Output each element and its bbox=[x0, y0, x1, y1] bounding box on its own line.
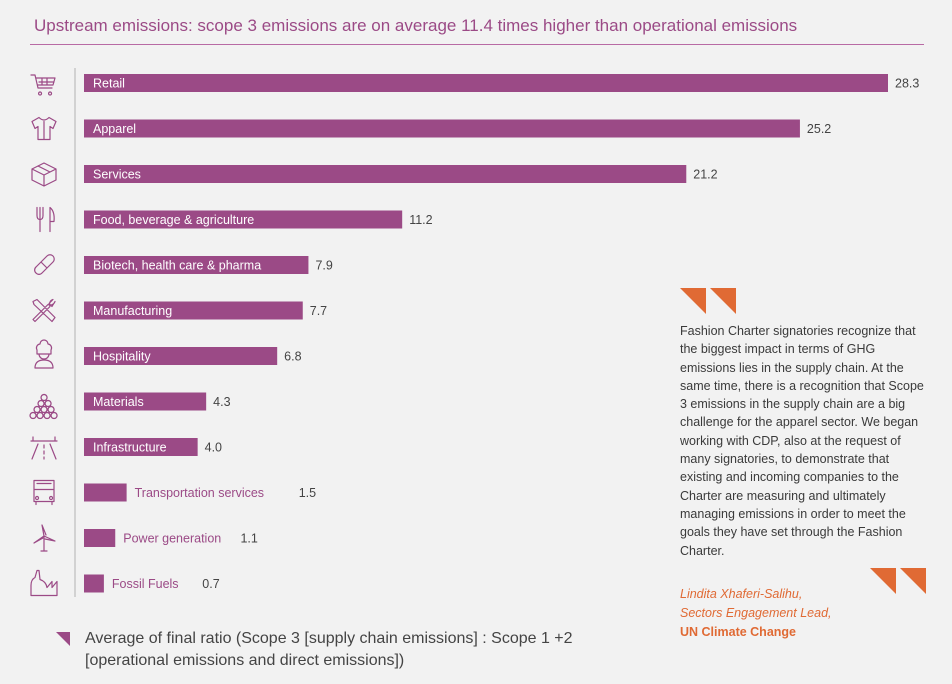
quote-attribution: Lindita Xhaferi-Salihu, Sectors Engageme… bbox=[680, 585, 832, 642]
value-label: 7.9 bbox=[315, 259, 332, 273]
value-label: 1.5 bbox=[299, 486, 316, 500]
category-label: Infrastructure bbox=[93, 441, 167, 455]
category-label: Manufacturing bbox=[93, 304, 172, 318]
bar bbox=[84, 165, 687, 183]
value-label: 21.2 bbox=[693, 168, 717, 182]
log-pile-icon bbox=[29, 393, 58, 420]
quote-organization: UN Climate Change bbox=[680, 625, 796, 639]
quote-role: Sectors Engagement Lead, bbox=[680, 606, 832, 620]
road-icon bbox=[30, 436, 58, 460]
chef-icon bbox=[34, 339, 54, 369]
quote-text: Fashion Charter signatories recognize th… bbox=[680, 324, 924, 558]
tools-icon bbox=[32, 298, 56, 323]
category-label: Materials bbox=[93, 395, 144, 409]
value-label: 6.8 bbox=[284, 350, 301, 364]
chart-title: Upstream emissions: scope 3 emissions ar… bbox=[34, 16, 798, 35]
legend-text: Average of final ratio (Scope 3 [supply … bbox=[85, 630, 573, 669]
bar bbox=[84, 392, 207, 411]
bar bbox=[84, 483, 127, 502]
category-label: Apparel bbox=[93, 122, 136, 136]
category-label: Services bbox=[93, 168, 141, 182]
bar bbox=[84, 301, 303, 320]
bar bbox=[84, 574, 104, 593]
bus-icon bbox=[33, 479, 55, 506]
factory-icon bbox=[30, 569, 58, 597]
value-label: 11.2 bbox=[409, 213, 432, 227]
bar bbox=[84, 529, 116, 547]
bar bbox=[84, 438, 198, 456]
quote-open-icon bbox=[680, 288, 736, 314]
category-label: Hospitality bbox=[93, 350, 151, 364]
title-divider bbox=[30, 44, 924, 45]
bar bbox=[84, 210, 403, 229]
fork-knife-icon bbox=[36, 206, 55, 233]
value-label: 4.0 bbox=[205, 441, 222, 455]
category-label: Fossil Fuels bbox=[112, 577, 179, 591]
wind-turbine-icon bbox=[33, 524, 56, 552]
quote-author: Lindita Xhaferi-Salihu, bbox=[680, 587, 803, 601]
category-label: Retail bbox=[93, 77, 125, 91]
value-label: 28.3 bbox=[895, 77, 919, 91]
value-label: 0.7 bbox=[202, 577, 219, 591]
category-label: Food, beverage & agriculture bbox=[93, 213, 254, 227]
value-label: 1.1 bbox=[240, 532, 257, 546]
legend-marker bbox=[56, 632, 70, 646]
category-label: Transportation services bbox=[135, 486, 264, 500]
pill-icon bbox=[34, 254, 55, 275]
box-icon bbox=[31, 162, 57, 187]
category-label: Power generation bbox=[123, 532, 221, 546]
quote-close-icon bbox=[870, 568, 926, 594]
shopping-cart-icon bbox=[30, 74, 56, 96]
value-label: 7.7 bbox=[310, 304, 327, 318]
bar bbox=[84, 74, 888, 92]
bar bbox=[84, 256, 309, 274]
bar bbox=[84, 347, 278, 365]
category-label: Biotech, health care & pharma bbox=[93, 259, 261, 273]
bar bbox=[84, 119, 800, 138]
shirt-icon bbox=[31, 116, 57, 141]
value-label: 4.3 bbox=[213, 395, 230, 409]
value-label: 25.2 bbox=[807, 122, 831, 136]
